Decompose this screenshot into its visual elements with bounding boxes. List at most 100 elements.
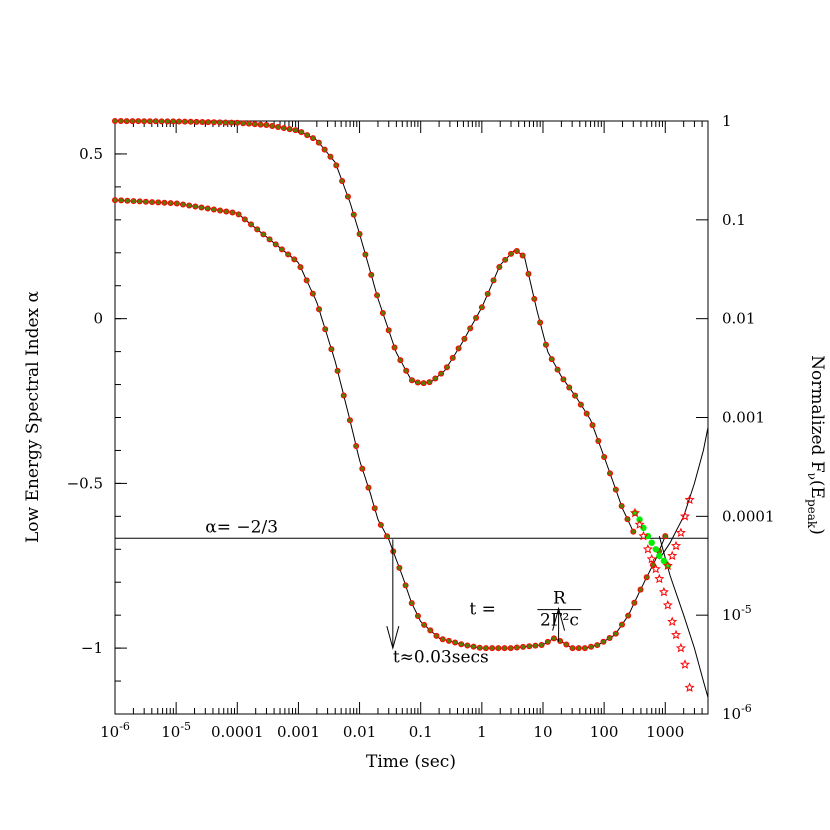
- data-point: [224, 209, 229, 214]
- data-point: [613, 487, 618, 492]
- data-point: [453, 640, 458, 645]
- data-point: [147, 119, 152, 124]
- right-label-sub-nu: ν: [805, 473, 819, 480]
- data-point: [533, 643, 538, 648]
- data-point: [187, 203, 192, 208]
- tail-line-fall: [658, 535, 709, 698]
- data-point: [539, 642, 544, 647]
- annotation-time-003: t≈0.03secs: [393, 648, 489, 668]
- data-point: [503, 257, 508, 262]
- y-right-tick-label: 1: [722, 112, 732, 130]
- data-point: [474, 315, 479, 320]
- y-right-tick-label-exp: -5: [741, 603, 752, 616]
- data-point: [465, 643, 470, 648]
- data-point: [576, 646, 581, 651]
- data-point: [143, 199, 148, 204]
- tail-green-point: [660, 557, 668, 565]
- tail-red-star: [684, 494, 695, 505]
- data-point: [440, 637, 445, 642]
- model-curve-1: [115, 199, 666, 649]
- data-point: [496, 646, 501, 651]
- data-point: [329, 347, 334, 352]
- axis-ticks: 10-6 10-5 0.0001 0.001 0.01 0.1 1 10 100 10000.50…: [67, 112, 775, 741]
- data-point: [261, 232, 266, 237]
- x-tick-label-base: 0.01: [343, 723, 376, 741]
- data-point: [182, 119, 187, 124]
- data-point: [567, 385, 572, 390]
- y-axis-label-right: Normalized Fν(Epeak): [805, 355, 827, 535]
- data-point: [171, 119, 176, 124]
- data-point: [360, 466, 365, 471]
- y-right-tick-label: 10-6: [722, 702, 752, 723]
- y-right-tick-label: 0.01: [722, 310, 755, 328]
- data-point: [156, 200, 161, 205]
- data-point: [462, 336, 467, 341]
- data-point: [372, 506, 377, 511]
- data-point: [378, 522, 383, 527]
- tail-red-star: [638, 530, 649, 541]
- data-point: [335, 368, 340, 373]
- x-tick-label: 10-5: [161, 720, 191, 741]
- y-right-tick-label: 0.1: [722, 211, 746, 229]
- data-point: [131, 199, 136, 204]
- data-point: [292, 257, 297, 262]
- data-point: [142, 119, 147, 124]
- x-tick-label: 0.01: [343, 723, 376, 741]
- data-point: [252, 122, 257, 127]
- data-point: [626, 613, 631, 618]
- y-right-tick-label-base: 0.01: [722, 310, 755, 328]
- data-point: [258, 122, 263, 127]
- data-point: [433, 376, 438, 381]
- data-point: [174, 201, 179, 206]
- annotation-fraction-denominator: 2Γ²c: [540, 611, 579, 631]
- data-point: [177, 119, 182, 124]
- data-point: [471, 644, 476, 649]
- data-point: [281, 126, 286, 131]
- data-point: [404, 368, 409, 373]
- data-point: [380, 311, 385, 316]
- data-point: [235, 120, 240, 125]
- data-point: [246, 121, 251, 126]
- arrow-head: [552, 606, 566, 631]
- data-point: [125, 198, 130, 203]
- x-tick-label-base: 10: [100, 723, 119, 741]
- data-point: [397, 565, 402, 570]
- x-tick-label-base: 0.1: [409, 723, 433, 741]
- data-point: [150, 200, 155, 205]
- data-point: [410, 378, 415, 383]
- data-markers: [112, 118, 695, 692]
- data-point: [485, 291, 490, 296]
- x-axis-label: Time (sec): [366, 752, 456, 772]
- right-label-mid: (E: [807, 480, 827, 499]
- y-right-tick-label-base: 0.0001: [722, 507, 775, 525]
- data-point: [363, 252, 368, 257]
- data-point: [509, 251, 514, 256]
- data-point: [625, 517, 630, 522]
- y-right-tick-label-base: 10: [722, 606, 741, 624]
- data-point: [168, 201, 173, 206]
- data-point: [249, 222, 254, 227]
- data-point: [477, 645, 482, 650]
- data-point: [415, 614, 420, 619]
- x-tick-label: 1000: [646, 723, 684, 741]
- data-point: [298, 265, 303, 270]
- data-point: [602, 454, 607, 459]
- y-left-tick-label: 0.5: [79, 145, 103, 163]
- data-point: [113, 119, 117, 123]
- right-label-end: ): [807, 528, 827, 535]
- tail-red-star: [670, 540, 682, 551]
- tail-red-star: [634, 519, 645, 529]
- x-tick-label: 0.0001: [211, 723, 264, 741]
- data-point: [558, 638, 563, 643]
- data-point: [159, 119, 164, 124]
- data-point: [241, 121, 246, 126]
- data-point: [165, 119, 170, 124]
- data-point: [514, 645, 519, 650]
- data-point: [255, 227, 260, 232]
- data-point: [287, 127, 292, 132]
- tail-red-star: [675, 642, 686, 653]
- model-curve-0: [115, 120, 634, 532]
- tail-green-point: [648, 539, 655, 546]
- data-point: [584, 411, 589, 416]
